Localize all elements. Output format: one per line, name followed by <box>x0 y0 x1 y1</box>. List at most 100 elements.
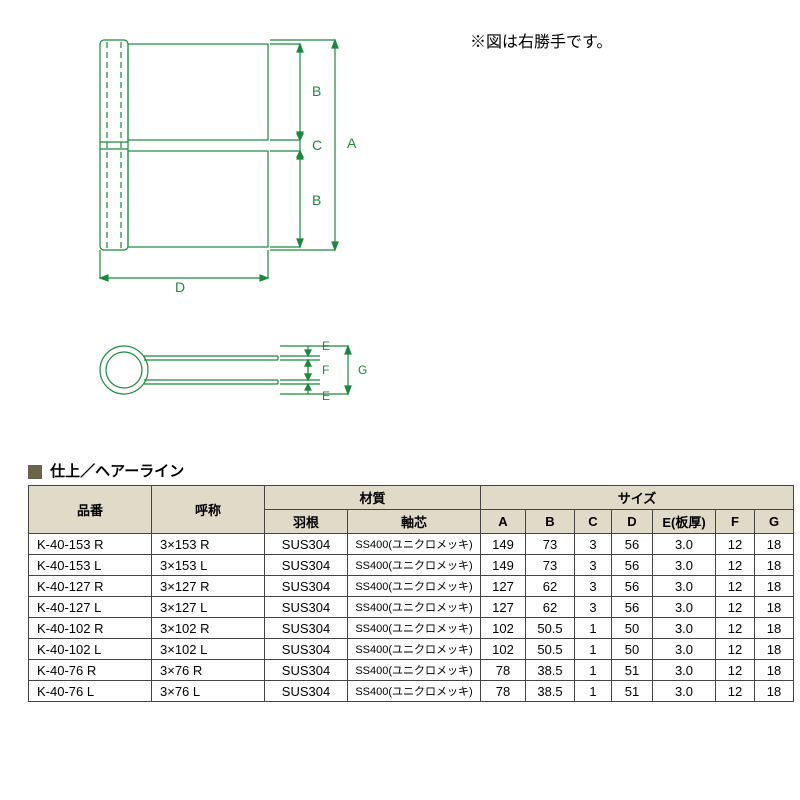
cell-G: 18 <box>755 681 794 702</box>
cell-E: 3.0 <box>653 555 716 576</box>
hinge-diagram: D B C B <box>90 30 430 455</box>
cell-name: 3×127 R <box>152 576 265 597</box>
cell-pin: SS400(ユニクロメッキ) <box>348 639 481 660</box>
cell-D: 56 <box>612 597 653 618</box>
cell-B: 38.5 <box>526 660 575 681</box>
cell-C: 1 <box>575 639 612 660</box>
cell-name: 3×102 R <box>152 618 265 639</box>
cell-leaf: SUS304 <box>265 534 348 555</box>
page-canvas: ※図は右勝手です。 D <box>0 0 800 800</box>
dim-label-C: C <box>312 137 322 153</box>
col-pin: 軸芯 <box>348 510 481 534</box>
table-row: K-40-127 L3×127 LSUS304SS400(ユニクロメッキ)127… <box>29 597 794 618</box>
dim-label-B-upper: B <box>312 83 321 99</box>
cell-pin: SS400(ユニクロメッキ) <box>348 534 481 555</box>
cell-C: 1 <box>575 681 612 702</box>
cell-F: 12 <box>716 576 755 597</box>
cell-G: 18 <box>755 618 794 639</box>
cell-leaf: SUS304 <box>265 597 348 618</box>
col-B: B <box>526 510 575 534</box>
cell-D: 51 <box>612 660 653 681</box>
cell-F: 12 <box>716 639 755 660</box>
cell-B: 73 <box>526 534 575 555</box>
section-header: 仕上／ヘアーライン <box>28 460 184 481</box>
cell-C: 1 <box>575 660 612 681</box>
table-row: K-40-102 L3×102 LSUS304SS400(ユニクロメッキ)102… <box>29 639 794 660</box>
spec-table-body: K-40-153 R3×153 RSUS304SS400(ユニクロメッキ)149… <box>29 534 794 702</box>
cell-B: 38.5 <box>526 681 575 702</box>
cell-name: 3×102 L <box>152 639 265 660</box>
cell-G: 18 <box>755 660 794 681</box>
dim-label-F: F <box>322 363 329 377</box>
col-A: A <box>481 510 526 534</box>
col-E: E(板厚) <box>653 510 716 534</box>
cell-E: 3.0 <box>653 681 716 702</box>
cell-E: 3.0 <box>653 576 716 597</box>
cell-pin: SS400(ユニクロメッキ) <box>348 576 481 597</box>
cell-A: 102 <box>481 639 526 660</box>
section-title: 仕上／ヘアーライン <box>50 463 184 480</box>
cell-C: 1 <box>575 618 612 639</box>
cell-G: 18 <box>755 597 794 618</box>
cell-F: 12 <box>716 555 755 576</box>
cell-leaf: SUS304 <box>265 555 348 576</box>
cell-E: 3.0 <box>653 639 716 660</box>
cell-A: 127 <box>481 576 526 597</box>
drawing-note: ※図は右勝手です。 <box>470 28 612 52</box>
cell-G: 18 <box>755 639 794 660</box>
cell-code: K-40-102 L <box>29 639 152 660</box>
cell-C: 3 <box>575 555 612 576</box>
cell-F: 12 <box>716 618 755 639</box>
cell-leaf: SUS304 <box>265 576 348 597</box>
cell-G: 18 <box>755 534 794 555</box>
cell-F: 12 <box>716 681 755 702</box>
cell-B: 50.5 <box>526 639 575 660</box>
cell-leaf: SUS304 <box>265 618 348 639</box>
cell-A: 127 <box>481 597 526 618</box>
cell-A: 102 <box>481 618 526 639</box>
cell-D: 56 <box>612 534 653 555</box>
col-leaf: 羽根 <box>265 510 348 534</box>
cell-A: 149 <box>481 555 526 576</box>
dim-label-E-lower: E <box>322 389 330 403</box>
table-row: K-40-76 L3×76 LSUS304SS400(ユニクロメッキ)7838.… <box>29 681 794 702</box>
table-row: K-40-127 R3×127 RSUS304SS400(ユニクロメッキ)127… <box>29 576 794 597</box>
cell-D: 56 <box>612 555 653 576</box>
table-row: K-40-102 R3×102 RSUS304SS400(ユニクロメッキ)102… <box>29 618 794 639</box>
cell-G: 18 <box>755 576 794 597</box>
col-size: サイズ <box>481 486 794 510</box>
cell-code: K-40-153 L <box>29 555 152 576</box>
cell-name: 3×153 L <box>152 555 265 576</box>
col-code: 品番 <box>29 486 152 534</box>
cell-code: K-40-76 L <box>29 681 152 702</box>
cell-leaf: SUS304 <box>265 660 348 681</box>
table-row: K-40-153 L3×153 LSUS304SS400(ユニクロメッキ)149… <box>29 555 794 576</box>
dim-label-B-lower: B <box>312 192 321 208</box>
cell-E: 3.0 <box>653 534 716 555</box>
cell-leaf: SUS304 <box>265 681 348 702</box>
cell-B: 62 <box>526 576 575 597</box>
cell-E: 3.0 <box>653 618 716 639</box>
cell-D: 56 <box>612 576 653 597</box>
cell-C: 3 <box>575 576 612 597</box>
col-F: F <box>716 510 755 534</box>
cell-D: 51 <box>612 681 653 702</box>
table-row: K-40-153 R3×153 RSUS304SS400(ユニクロメッキ)149… <box>29 534 794 555</box>
cell-pin: SS400(ユニクロメッキ) <box>348 555 481 576</box>
cell-C: 3 <box>575 534 612 555</box>
cell-pin: SS400(ユニクロメッキ) <box>348 597 481 618</box>
cell-B: 62 <box>526 597 575 618</box>
col-D: D <box>612 510 653 534</box>
col-G: G <box>755 510 794 534</box>
dim-label-G: G <box>358 363 367 377</box>
cell-B: 73 <box>526 555 575 576</box>
cell-A: 149 <box>481 534 526 555</box>
cell-D: 50 <box>612 639 653 660</box>
cell-E: 3.0 <box>653 597 716 618</box>
col-material: 材質 <box>265 486 481 510</box>
cell-F: 12 <box>716 597 755 618</box>
dim-label-A: A <box>347 135 357 151</box>
cell-B: 50.5 <box>526 618 575 639</box>
cell-code: K-40-127 R <box>29 576 152 597</box>
cell-leaf: SUS304 <box>265 639 348 660</box>
